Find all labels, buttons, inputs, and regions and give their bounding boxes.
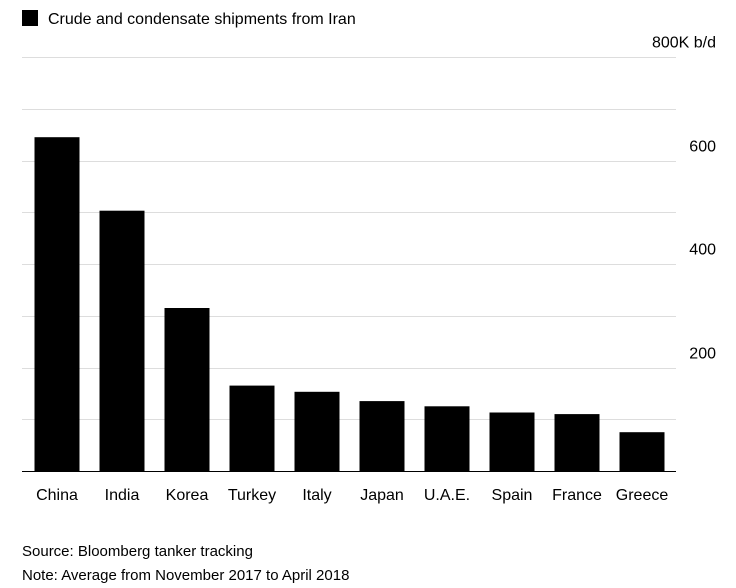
y-tick-label: 200 [689,346,716,363]
x-axis-labels: China India Korea Turkey Italy Japan U.A.E. Spa… [36,487,668,504]
x-tick-label: India [105,487,140,504]
source-note: Source: Bloomberg tanker tracking [22,543,253,560]
x-tick-label: Turkey [228,487,276,504]
bars [34,137,665,471]
x-tick-label: China [36,487,78,504]
bar-japan [359,401,405,471]
bar-greece [619,432,665,471]
x-tick-label: Korea [166,487,209,504]
y-tick-label: 600 [689,139,716,156]
y-tick-label: 800K b/d [652,35,716,52]
legend-swatch [22,10,38,26]
bar-france [554,414,600,471]
x-tick-label: France [552,487,602,504]
x-tick-label: Spain [492,487,533,504]
y-axis-ticks: 200 400 600 800K b/d [652,35,716,363]
bar-india [99,210,145,471]
x-tick-label: Greece [616,487,669,504]
x-tick-label: Italy [302,487,331,504]
y-tick-label: 400 [689,242,716,259]
bar-italy [294,391,340,471]
footnote: Note: Average from November 2017 to Apri… [22,567,350,584]
bar-turkey [229,385,275,471]
x-tick-label: U.A.E. [424,487,470,504]
legend-label: Crude and condensate shipments from Iran [48,11,356,28]
bar-u-a-e [424,406,470,471]
bar-spain [489,412,535,471]
x-tick-label: Japan [360,487,404,504]
bar-korea [164,308,210,471]
bar-china [34,137,80,471]
